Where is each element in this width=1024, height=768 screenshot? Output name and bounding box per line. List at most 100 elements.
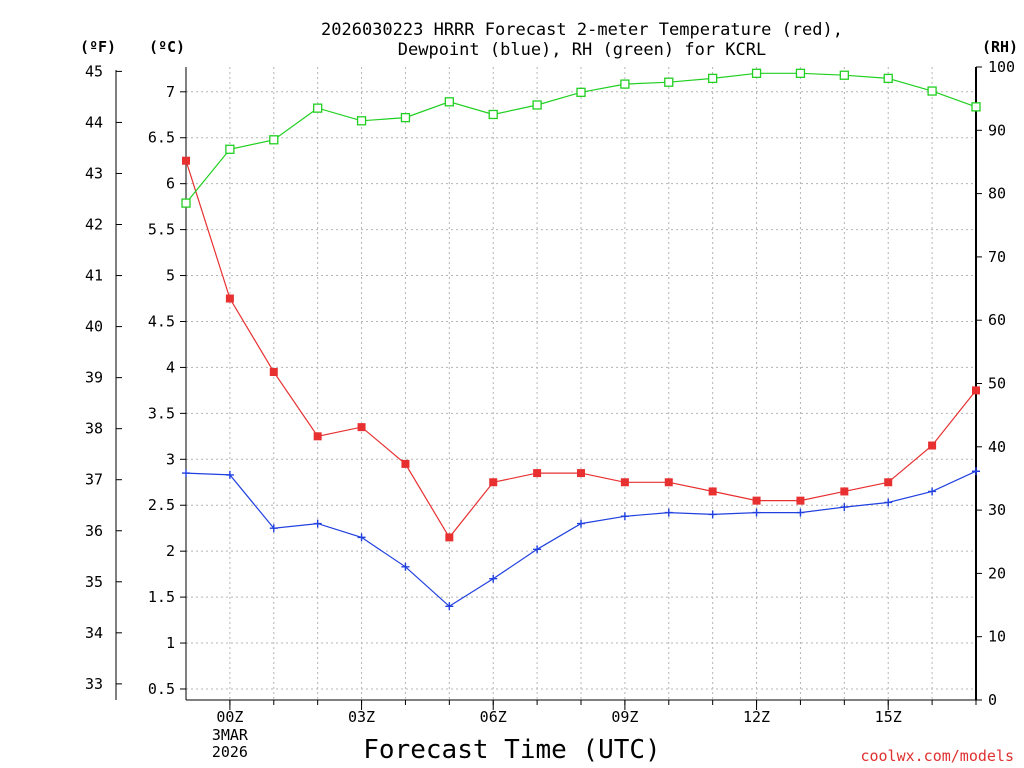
rh-point [356,116,367,126]
celsius-tick-label: 3 [166,450,175,468]
celsius-tick-label: 1.5 [148,588,175,606]
chart-title-line-1: 2026030223 HRRR Forecast 2-meter Tempera… [321,20,843,40]
x-tick-label: 09Z [611,708,638,726]
temperature-point [664,478,673,487]
rh-tick-label: 100 [988,58,1015,76]
x-tick-label: 03Z [348,708,375,726]
dewpoint-point [796,508,805,517]
dewpoint-point [577,519,585,528]
fahrenheit-tick-label: 42 [85,216,103,234]
x-tick-sublabel: 3MAR [212,726,249,744]
temperature-point [752,496,761,505]
temperature-point [708,487,717,496]
dewpoint-point [533,545,542,554]
celsius-tick-label: 6.5 [148,129,175,147]
x-axis-label: Forecast Time (UTC) [363,735,660,765]
rh-tick-label: 90 [988,121,1006,139]
rh-point [269,135,279,145]
temperature-point [928,441,937,450]
dewpoint-point [928,487,937,496]
celsius-tick-label: 6 [166,175,175,193]
rh-point [225,144,235,154]
temperature-point [577,469,585,478]
celsius-tick-label: 5.5 [148,221,175,239]
rh-unit-label: (RH) [982,38,1018,56]
temperature-point [445,533,454,542]
rh-point [883,73,893,84]
temperature-point [182,156,190,165]
credit-label: coolwx.com/models [860,747,1014,765]
rh-point [576,87,586,97]
rh-point [400,112,411,123]
fahrenheit-tick-label: 41 [85,267,103,285]
rh-point [488,109,498,120]
temperature-point [401,459,410,468]
chart-title-line-2: Dewpoint (blue), RH (green) for KCRL [398,40,766,60]
temperature-point [533,469,542,478]
series-layer [181,68,981,611]
rh-point [971,102,981,112]
rh-tick-label: 50 [988,375,1006,393]
celsius-tick-label: 5 [166,267,175,285]
temperature-point [972,386,980,395]
celsius-tick-label: 0.5 [148,680,175,698]
rh-point [181,198,191,208]
dewpoint-point [620,512,629,521]
rh-tick-label: 30 [988,501,1006,519]
dewpoint-point [445,602,454,611]
rh-point [620,79,630,89]
rh-tick-label: 40 [988,438,1006,456]
x-tick-label: 00Z [216,708,243,726]
temperature-point [620,478,629,487]
celsius-tick-label: 2.5 [148,496,175,514]
x-tick-label: 06Z [480,708,507,726]
rh-tick-label: 0 [988,691,997,709]
rh-point [795,68,806,78]
fahrenheit-tick-label: 34 [85,624,103,642]
dewpoint-point [182,469,190,478]
x-tick-label: 12Z [743,708,770,726]
rh-tick-label: 10 [988,628,1006,646]
dewpoint-point [489,574,498,583]
fahrenheit-tick-label: 40 [85,318,103,336]
temperature-point [225,294,234,303]
dewpoint-point [357,533,366,542]
dewpoint-point [884,498,893,507]
dewpoint-point [664,508,673,517]
dewpoint-point [840,503,849,512]
rh-point [839,70,849,80]
temperature-point [884,478,893,487]
rh-point [751,68,762,78]
dewpoint-point [401,562,410,571]
rh-point [708,73,718,84]
x-tick-label: 15Z [875,708,902,726]
fahrenheit-tick-label: 37 [85,471,103,489]
celsius-tick-label: 1 [166,634,175,652]
fahrenheit-tick-label: 33 [85,675,103,693]
fahrenheit-unit-label: (ºF) [80,38,116,56]
fahrenheit-tick-label: 38 [85,420,103,438]
fahrenheit-tick-label: 36 [85,522,103,540]
dewpoint-point [225,470,234,479]
rh-tick-label: 20 [988,564,1006,582]
axes: 0.5 1 1.5 2 2.5 3 3.5 4 4.5 5 5.5 6 6.5 7 33 34 35 36 37 38… [85,58,1015,761]
rh-tick-label: 80 [988,185,1006,203]
temperature-point [489,478,498,487]
temperature-point [313,432,322,441]
dewpoint-point [752,508,761,517]
celsius-tick-label: 2 [166,542,175,560]
dewpoint-point [972,467,980,476]
celsius-tick-label: 3.5 [148,404,175,422]
rh-tick-label: 60 [988,311,1006,329]
dewpoint-point [313,519,322,528]
grid [186,67,977,700]
celsius-unit-label: (ºC) [149,38,185,56]
temperature-point [269,368,278,377]
fahrenheit-tick-label: 39 [85,369,103,387]
temperature-point [840,487,849,496]
rh-point [444,97,454,107]
temperature-point [357,423,366,432]
celsius-tick-label: 4.5 [148,312,175,330]
temperature-point [796,496,805,505]
